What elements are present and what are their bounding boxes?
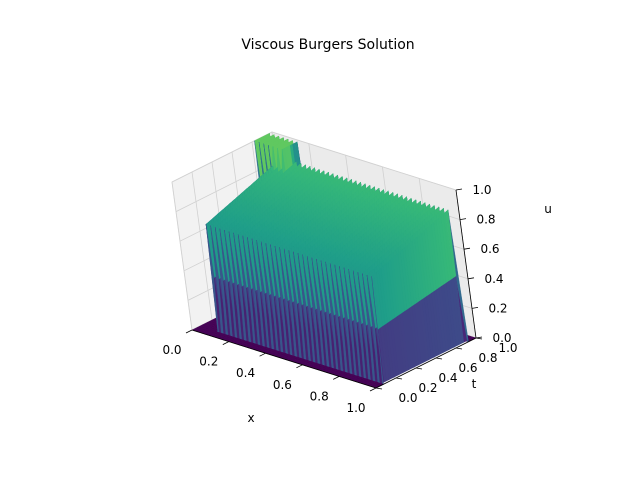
chart-title: Viscous Burgers Solution bbox=[241, 37, 414, 53]
surface-plot bbox=[191, 133, 477, 389]
u-gridline bbox=[171, 131, 457, 191]
